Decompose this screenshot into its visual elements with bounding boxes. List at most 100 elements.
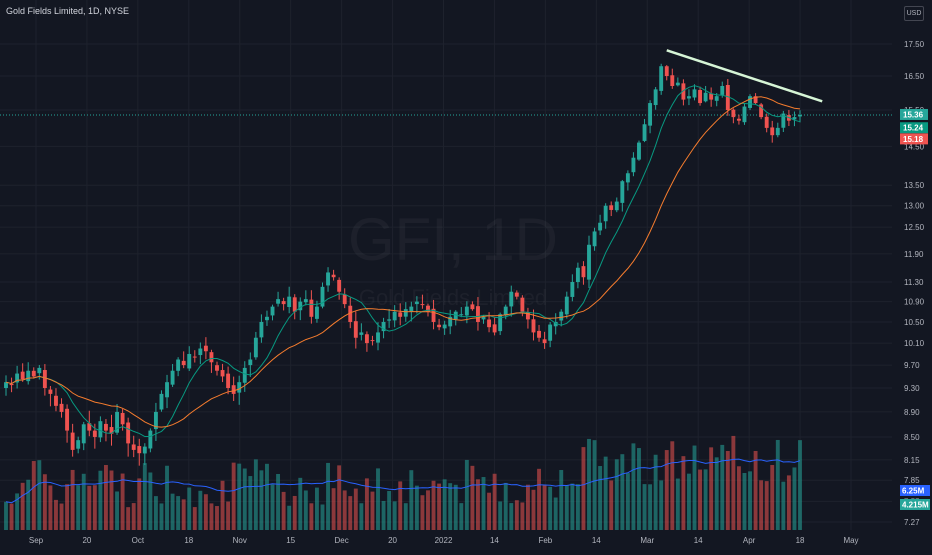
candle-body xyxy=(9,383,14,386)
volume-bar xyxy=(220,480,225,530)
candle-body xyxy=(453,311,458,320)
candle-body xyxy=(670,75,675,87)
volume-bar xyxy=(620,454,625,530)
candle-body xyxy=(153,411,158,430)
volume-bar xyxy=(281,491,286,530)
candle-body xyxy=(426,305,430,312)
price-tick-label: 9.70 xyxy=(904,361,920,370)
price-tick-label: 16.50 xyxy=(904,72,925,81)
price-tick-label: 10.50 xyxy=(904,318,925,327)
candle-body xyxy=(459,314,464,316)
candle-body xyxy=(353,321,358,338)
candle-body xyxy=(387,319,392,321)
candle-body xyxy=(70,432,75,450)
candle-body xyxy=(309,299,314,317)
candle-body xyxy=(464,306,469,316)
volume-bar xyxy=(798,440,802,530)
candle-body xyxy=(470,304,475,310)
volume-bar xyxy=(59,503,64,530)
candle-body xyxy=(792,117,797,120)
candle-body xyxy=(542,339,547,344)
price-badge-label: 15.24 xyxy=(903,124,924,133)
candle-body xyxy=(659,66,664,91)
volume-bar xyxy=(276,473,281,530)
trendline-drawing[interactable] xyxy=(666,49,823,103)
watermark-name: Gold Fields Limited xyxy=(359,285,547,310)
candle-body xyxy=(748,96,752,108)
time-tick-label: 20 xyxy=(82,536,91,545)
volume-bar xyxy=(353,488,358,530)
candle-body xyxy=(553,321,558,327)
volume-bar xyxy=(659,480,664,530)
volume-bar xyxy=(714,457,719,530)
volume-bar xyxy=(9,503,14,530)
candle-body xyxy=(198,348,203,356)
volume-bar xyxy=(736,466,741,530)
volume-badge-label: 4.215M xyxy=(902,501,929,510)
volume-bar xyxy=(198,490,203,530)
volume-bar xyxy=(65,484,70,530)
volume-bar xyxy=(742,472,747,530)
volume-bar xyxy=(725,451,730,530)
price-tick-label: 17.50 xyxy=(904,40,925,49)
candle-body xyxy=(664,66,669,77)
candle-body xyxy=(592,231,597,247)
time-tick-label: Sep xyxy=(29,536,44,545)
volume-bar xyxy=(26,479,31,530)
volume-bar xyxy=(148,472,153,530)
volume-bar xyxy=(142,463,147,530)
candle-body xyxy=(348,305,353,322)
time-tick-label: 14 xyxy=(694,536,703,545)
candle-body xyxy=(492,324,497,333)
time-tick-label: Mar xyxy=(640,536,654,545)
time-tick-label: May xyxy=(843,536,858,545)
volume-bar xyxy=(570,483,575,530)
volume-bar xyxy=(509,503,514,530)
candle-body xyxy=(731,109,736,118)
candle-body xyxy=(142,446,147,454)
candle-body xyxy=(209,352,214,363)
time-axis[interactable]: Sep 20 Oct 18 Nov 15 Dec 20 2022 14 Feb 14 Mar 14 Apr 1… xyxy=(29,536,859,545)
volume-bar xyxy=(525,484,530,530)
candle-body xyxy=(725,84,730,111)
price-badge xyxy=(900,122,928,134)
volume-bar xyxy=(520,502,525,530)
volume-bar xyxy=(159,503,164,530)
candle-body xyxy=(481,316,486,320)
volume-bar xyxy=(342,490,347,530)
candle-body xyxy=(736,118,741,121)
volume-bar xyxy=(587,438,591,530)
candle-body xyxy=(59,403,64,412)
volume-bar xyxy=(292,495,297,530)
grid-lines xyxy=(0,0,892,530)
candle-body xyxy=(326,272,330,286)
candle-body xyxy=(698,90,702,104)
price-badge-label: 15.36 xyxy=(903,110,924,119)
volume-bar xyxy=(326,462,330,530)
candle-body xyxy=(537,330,541,338)
currency-button[interactable]: USD xyxy=(904,6,924,21)
candle-body xyxy=(37,367,42,374)
volume-bar xyxy=(392,501,397,530)
volume-bar xyxy=(364,478,369,530)
volume-bar xyxy=(775,439,780,530)
volume-bar xyxy=(270,484,275,530)
volume-bar xyxy=(720,444,725,530)
candle-body xyxy=(76,440,81,449)
candle-body xyxy=(342,294,347,305)
candle-body xyxy=(403,309,408,317)
volume-bar xyxy=(398,481,403,530)
candle-body xyxy=(253,337,258,358)
volume-bar xyxy=(609,480,614,530)
candle-body xyxy=(281,301,286,305)
candle-body xyxy=(487,319,492,328)
candle-body xyxy=(770,127,775,136)
volume-bar xyxy=(564,484,569,530)
candle-body xyxy=(126,422,131,444)
volume-bar xyxy=(426,490,430,530)
price-tick-label: 8.90 xyxy=(904,408,920,417)
candle-body xyxy=(320,286,325,307)
price-tick-label: 13.50 xyxy=(904,181,925,190)
